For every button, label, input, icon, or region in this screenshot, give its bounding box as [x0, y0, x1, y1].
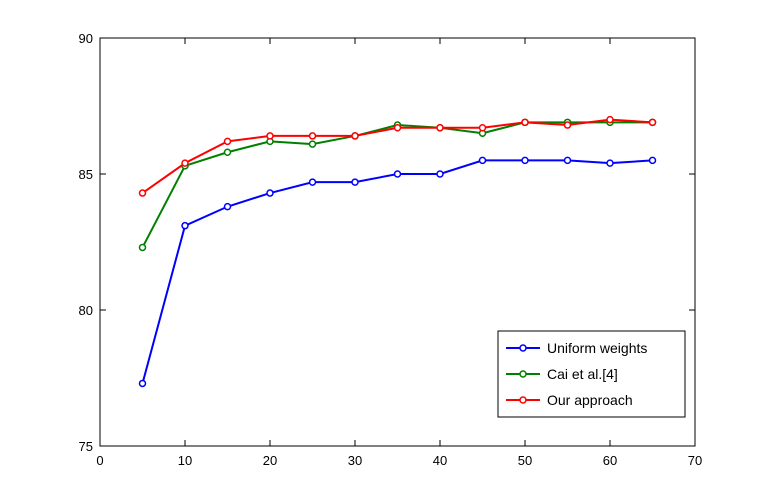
y-tick-label: 90: [79, 31, 93, 46]
data-point: [478, 124, 487, 132]
legend-entry-label: Cai et al.[4]: [547, 366, 618, 382]
y-tick-label: 80: [79, 303, 93, 318]
data-point: [648, 156, 657, 165]
legend-swatch-marker: [519, 344, 527, 352]
series-layer: [138, 115, 657, 388]
data-point: [521, 118, 529, 127]
series-2: [138, 115, 657, 197]
data-point: [606, 115, 614, 124]
data-point: [563, 156, 572, 165]
legend-swatch-marker: [519, 396, 527, 404]
x-tick-label: 50: [518, 453, 532, 468]
data-point: [606, 159, 614, 167]
data-point: [478, 156, 487, 165]
x-tick-label: 30: [348, 453, 362, 468]
data-point: [351, 178, 359, 186]
legend: Uniform weights Cai et al.[4] Our approach: [497, 330, 686, 418]
x-tick-label: 20: [263, 453, 277, 468]
data-point: [181, 221, 189, 230]
data-point: [393, 124, 402, 132]
data-point: [563, 121, 572, 129]
data-point: [521, 156, 529, 165]
y-tick-label: 75: [79, 439, 93, 454]
data-point: [351, 132, 359, 140]
data-point: [393, 170, 402, 178]
data-point: [181, 159, 189, 167]
x-tick-label: 10: [178, 453, 192, 468]
series-0: [138, 156, 657, 388]
data-point: [648, 118, 657, 127]
data-point: [266, 132, 274, 140]
data-point: [223, 148, 232, 156]
legend-entry-label: Uniform weights: [547, 340, 647, 356]
legend-box: [497, 330, 686, 418]
x-tick-label: 40: [433, 453, 447, 468]
data-point: [138, 189, 147, 197]
data-point: [308, 178, 317, 186]
legend-entry-label: Our approach: [547, 392, 633, 408]
legend-swatch-marker: [519, 370, 527, 378]
data-point: [436, 170, 444, 178]
x-tick-label: 60: [603, 453, 617, 468]
y-axis: 75 80 85 90: [79, 31, 695, 454]
data-point: [266, 189, 274, 197]
data-point: [308, 132, 317, 140]
data-point: [223, 202, 232, 211]
data-point: [138, 243, 147, 252]
data-point: [138, 379, 147, 388]
x-tick-label: 70: [688, 453, 702, 468]
data-point: [223, 137, 232, 146]
x-tick-label: 0: [96, 453, 103, 468]
data-point: [308, 140, 317, 148]
x-axis: 0 10 20 30 40 50 60 70: [96, 38, 702, 468]
y-tick-label: 85: [79, 167, 93, 182]
data-point: [436, 124, 444, 132]
